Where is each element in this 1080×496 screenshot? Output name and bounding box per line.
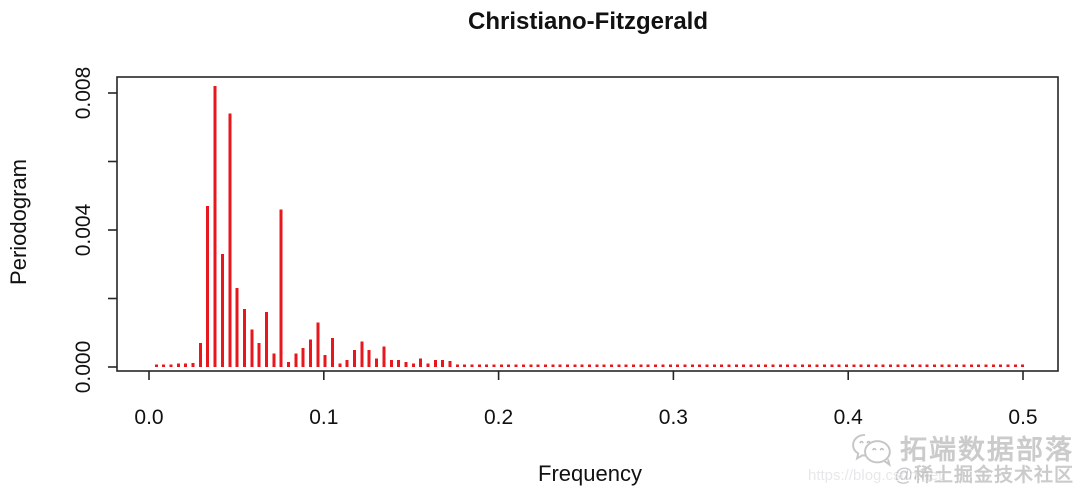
x-axis-label: Frequency (538, 461, 642, 486)
x-axis-tick-label: 0.2 (484, 406, 513, 429)
x-axis-ticks: 0.0 0.1 0.2 0.3 0.4 0.5 (134, 371, 1038, 429)
x-axis-tick-label: 0.3 (659, 406, 688, 429)
x-axis-tick-label: 0.5 (1008, 406, 1037, 429)
y-axis-label: Periodogram (6, 159, 31, 285)
x-axis-tick-label: 0.4 (834, 406, 864, 429)
y-axis-ticks: 0.000 0.004 0.008 (72, 67, 117, 394)
x-axis-tick-label: 0.0 (134, 406, 163, 429)
chart-title: Christiano-Fitzgerald (468, 8, 708, 35)
y-axis-tick-label: 0.008 (72, 67, 95, 120)
x-axis-tick-label: 0.1 (309, 406, 338, 429)
bars-layer (154, 86, 1025, 367)
y-axis-tick-label: 0.004 (72, 203, 95, 256)
plot-frame (116, 76, 1059, 372)
y-axis-tick-label: 0.000 (72, 341, 95, 394)
